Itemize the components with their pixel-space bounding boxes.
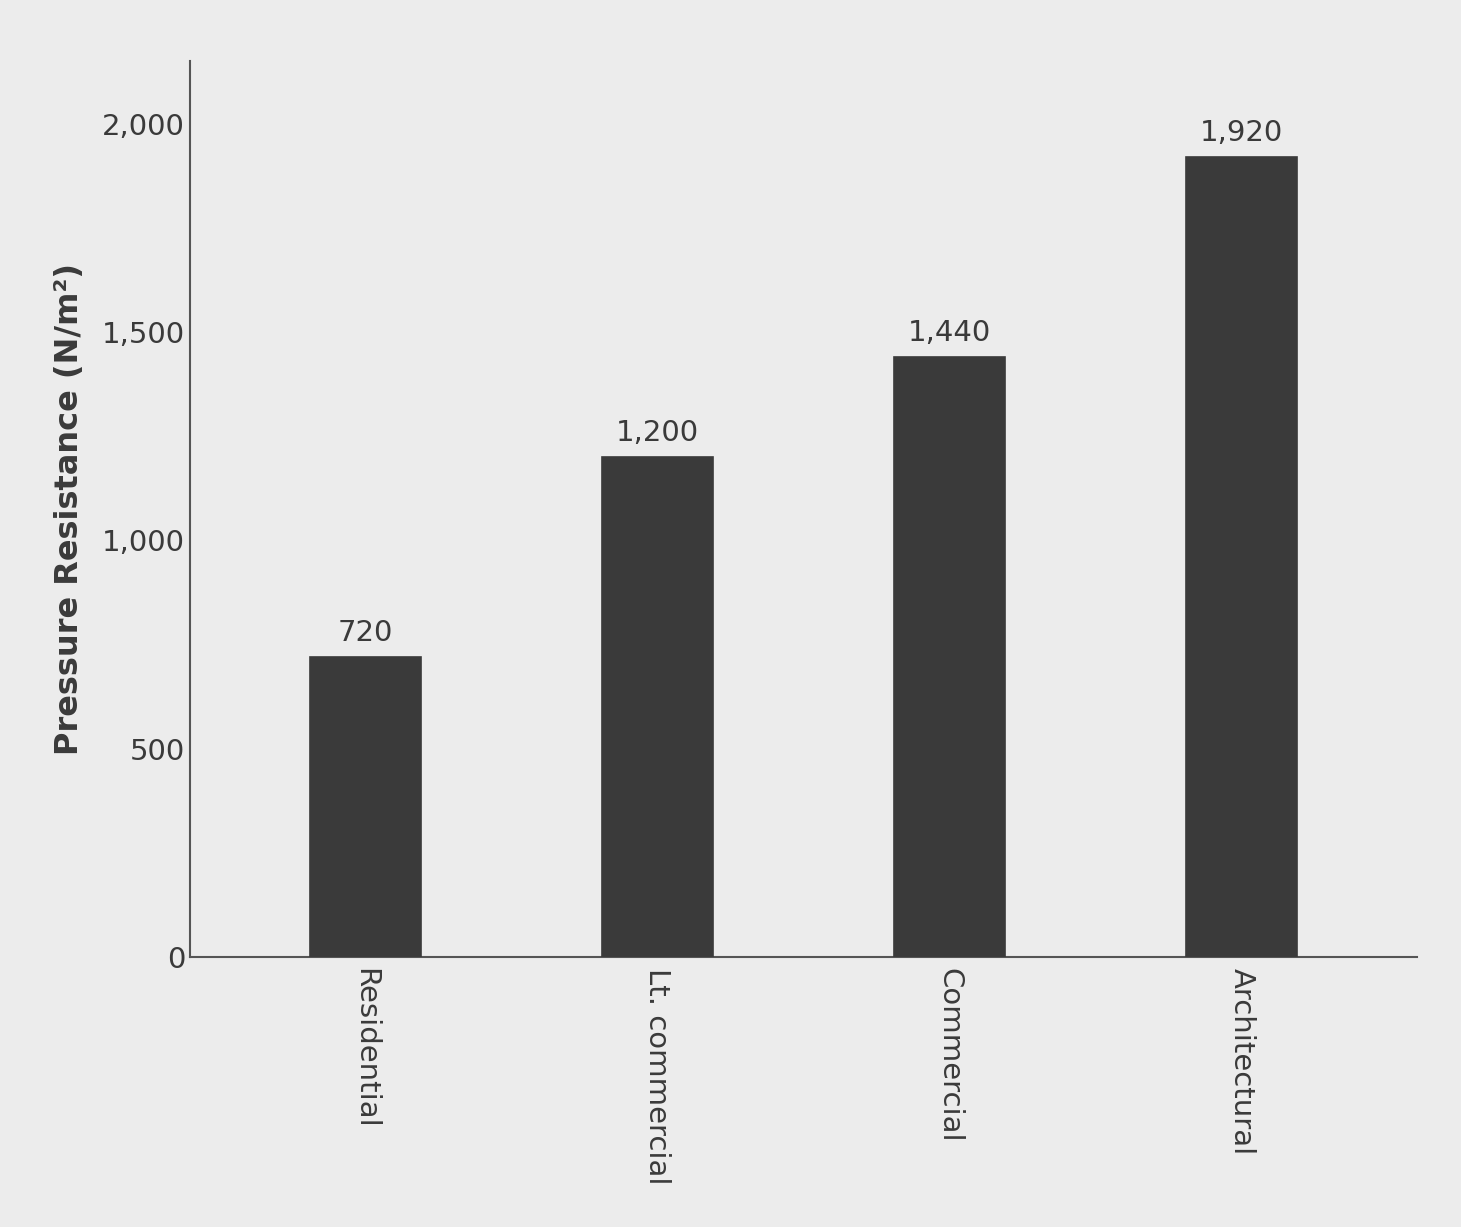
Text: 1,440: 1,440 bbox=[909, 319, 991, 347]
Bar bbox=[1186, 157, 1297, 957]
Bar bbox=[310, 658, 421, 957]
Y-axis label: Pressure Resistance (N/m²): Pressure Resistance (N/m²) bbox=[54, 264, 85, 755]
Bar bbox=[602, 458, 713, 957]
Text: 720: 720 bbox=[337, 618, 393, 647]
Text: 1,920: 1,920 bbox=[1201, 119, 1283, 147]
Bar bbox=[894, 357, 1005, 957]
Text: 1,200: 1,200 bbox=[617, 418, 698, 447]
